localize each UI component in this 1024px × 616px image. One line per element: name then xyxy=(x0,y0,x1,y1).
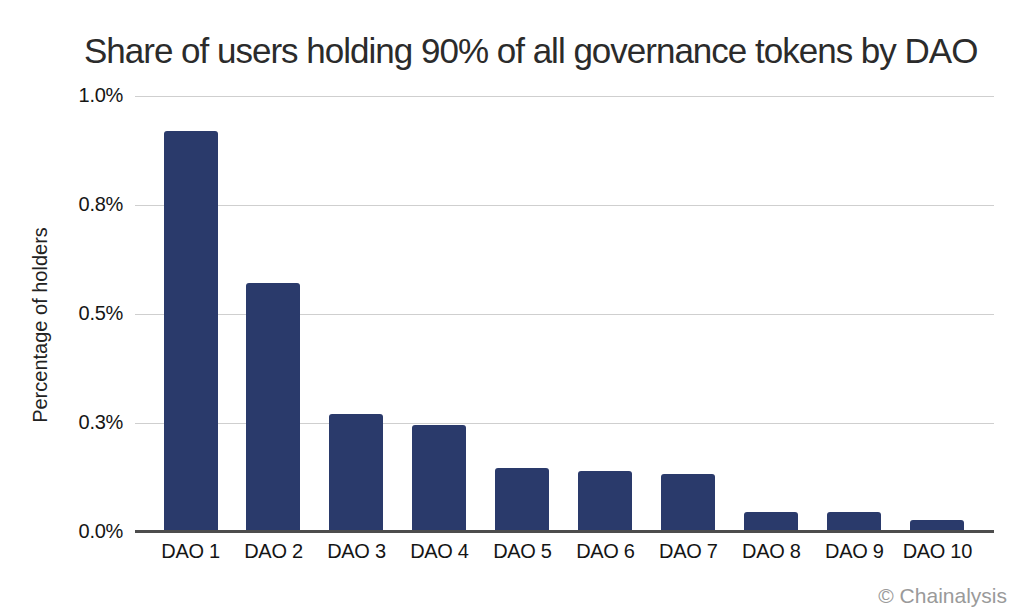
x-tick-label: DAO 10 xyxy=(892,541,982,562)
y-tick-label: 0.0% xyxy=(40,521,123,542)
x-tick-label: DAO 3 xyxy=(311,541,401,562)
plot-area: 0.0% 0.3% 0.5% 0.8% 1.0% DAO 1DAO 2DAO 3DAO 4… xyxy=(0,0,1024,616)
x-axis-line xyxy=(135,530,994,533)
bar-dao-7 xyxy=(661,474,715,532)
bar-dao-8 xyxy=(744,512,798,532)
bar-dao-6 xyxy=(578,471,632,532)
y-tick-label: 0.8% xyxy=(40,194,123,215)
bar-dao-5 xyxy=(495,468,549,532)
x-tick-label: DAO 8 xyxy=(726,541,816,562)
x-tick-label: DAO 2 xyxy=(228,541,318,562)
bar-dao-1 xyxy=(164,131,218,532)
bar-dao-3 xyxy=(329,414,383,532)
bar-dao-4 xyxy=(412,425,466,532)
bar-dao-2 xyxy=(246,283,300,532)
y-tick-label: 0.5% xyxy=(40,303,123,324)
x-tick-label: DAO 6 xyxy=(560,541,650,562)
y-tick-label: 0.3% xyxy=(40,412,123,433)
x-tick-label: DAO 9 xyxy=(809,541,899,562)
gridline xyxy=(135,205,994,206)
x-tick-label: DAO 1 xyxy=(146,541,236,562)
x-tick-label: DAO 7 xyxy=(643,541,733,562)
chainalysis-credit: © Chainalysis xyxy=(878,584,1007,608)
x-tick-label: DAO 5 xyxy=(477,541,567,562)
x-tick-label: DAO 4 xyxy=(394,541,484,562)
gridline xyxy=(135,96,994,97)
y-tick-label: 1.0% xyxy=(40,85,123,106)
